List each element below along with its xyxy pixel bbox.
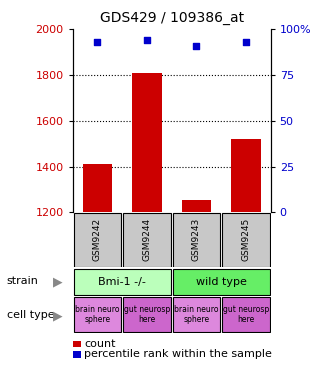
Text: gut neurosp
here: gut neurosp here <box>223 305 269 325</box>
Text: GSM9245: GSM9245 <box>241 218 250 261</box>
Bar <box>74 269 171 295</box>
Text: brain neuro
sphere: brain neuro sphere <box>174 305 218 325</box>
Point <box>144 37 149 43</box>
Text: strain: strain <box>7 276 39 287</box>
Text: count: count <box>84 339 116 349</box>
Text: GSM9244: GSM9244 <box>142 218 151 261</box>
Bar <box>173 269 270 295</box>
Bar <box>123 213 171 266</box>
Text: ▶: ▶ <box>53 309 63 322</box>
Bar <box>222 213 270 266</box>
Bar <box>74 213 121 266</box>
Bar <box>82 164 112 212</box>
Point <box>95 39 100 45</box>
Text: cell type: cell type <box>7 310 54 321</box>
Bar <box>173 297 220 332</box>
Text: Bmi-1 -/-: Bmi-1 -/- <box>98 277 146 287</box>
Title: GDS429 / 109386_at: GDS429 / 109386_at <box>100 11 244 26</box>
Bar <box>182 200 211 212</box>
Bar <box>74 297 121 332</box>
Bar <box>132 73 162 212</box>
Bar <box>231 139 261 212</box>
Text: brain neuro
sphere: brain neuro sphere <box>75 305 119 325</box>
Text: gut neurosp
here: gut neurosp here <box>124 305 170 325</box>
Point <box>243 39 248 45</box>
Bar <box>173 213 220 266</box>
Text: wild type: wild type <box>196 277 247 287</box>
Text: ▶: ▶ <box>53 275 63 288</box>
Bar <box>222 297 270 332</box>
Text: GSM9243: GSM9243 <box>192 218 201 261</box>
Point <box>194 43 199 49</box>
Text: percentile rank within the sample: percentile rank within the sample <box>84 349 272 359</box>
Text: GSM9242: GSM9242 <box>93 218 102 261</box>
Bar <box>123 297 171 332</box>
